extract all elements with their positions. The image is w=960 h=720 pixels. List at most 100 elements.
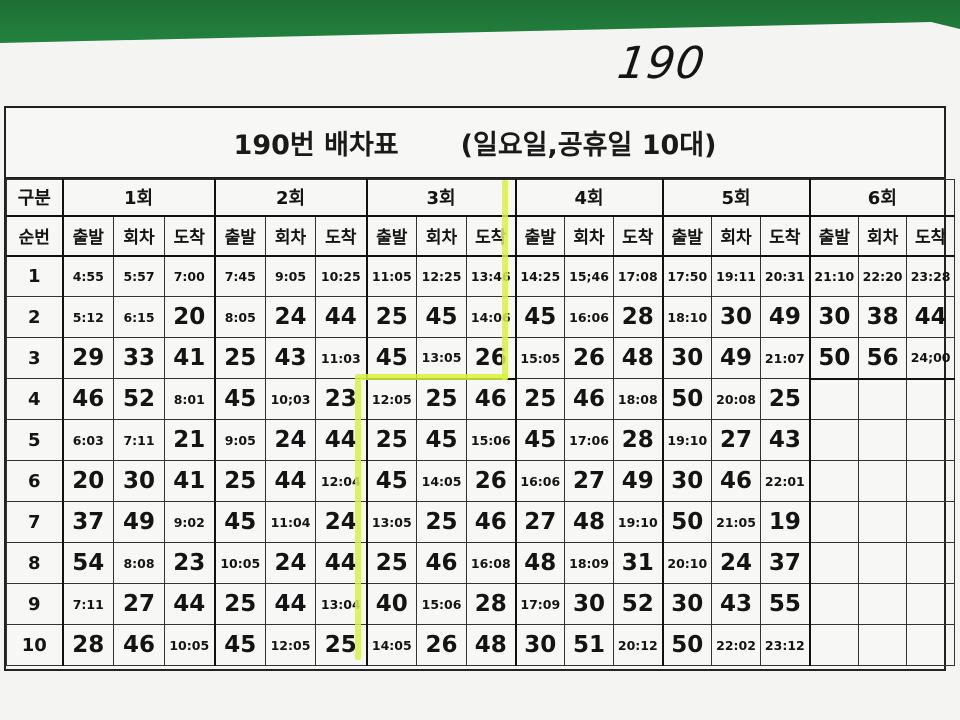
time-cell: 26 — [564, 337, 615, 379]
title-main: 190번 배차표 — [233, 130, 399, 161]
time-cell: 8:05 — [213, 296, 267, 338]
time-cell: 20 — [163, 296, 216, 338]
time-cell: 15:05 — [514, 337, 566, 379]
time-cell: 30 — [113, 460, 165, 502]
header-sub-label: 회차 — [113, 215, 165, 256]
time-cell: 19:10 — [661, 419, 713, 461]
time-cell: 48 — [564, 501, 615, 543]
header-sub-label: 도착 — [760, 215, 811, 256]
time-cell: 28 — [466, 583, 517, 625]
time-cell: 11:05 — [365, 254, 418, 297]
time-cell: 8:01 — [163, 378, 216, 420]
time-cell: 25 — [213, 460, 267, 502]
time-cell: 22:02 — [711, 624, 762, 666]
time-cell: 45 — [213, 501, 267, 543]
time-cell: 56 — [858, 337, 908, 380]
time-cell: 30 — [661, 337, 713, 379]
time-cell: 28 — [61, 624, 114, 666]
time-cell — [906, 624, 956, 666]
header-corner-bottom: 순번 — [6, 215, 63, 256]
header-round-row: 구분 1회 2회 3회 4회 5회 6회 — [6, 179, 956, 216]
time-cell: 17:08 — [613, 254, 664, 297]
time-cell: 46 — [113, 624, 165, 666]
time-cell: 44 — [163, 583, 216, 625]
time-cell: 17:06 — [564, 419, 615, 461]
time-cell: 46 — [564, 378, 615, 420]
time-cell: 11:03 — [315, 337, 368, 379]
header-sub-label: 회차 — [564, 215, 615, 256]
time-cell — [808, 501, 860, 543]
time-cell: 10:05 — [163, 624, 216, 666]
time-cell: 43 — [711, 583, 762, 625]
time-cell: 46 — [416, 542, 468, 584]
header-sub-label: 회차 — [416, 215, 468, 256]
row-index: 10 — [6, 624, 63, 666]
time-cell: 45 — [416, 296, 468, 338]
time-cell: 20 — [61, 460, 114, 502]
header-round-3: 3회 — [365, 179, 517, 216]
time-cell: 25 — [416, 378, 468, 420]
header-sub-row: 순번 출발 회차 도착 출발 회차 도착 출발 회차 도착 출발 회차 도착 출발 회차 도착 출발 회차 도착 — [6, 215, 956, 256]
time-cell: 25 — [365, 542, 418, 584]
time-cell: 40 — [365, 583, 418, 625]
time-cell: 14:25 — [514, 254, 566, 297]
time-cell: 21:07 — [760, 337, 811, 379]
time-cell: 15:06 — [466, 419, 517, 461]
time-cell: 11:04 — [265, 501, 317, 543]
header-sub-label: 출발 — [808, 215, 860, 256]
handwritten-route-number: 190 — [614, 38, 709, 89]
time-cell: 45 — [213, 624, 267, 666]
time-cell: 48 — [514, 542, 566, 584]
row-index: 1 — [6, 254, 63, 297]
table-row: 6 20 30 41 25 44 12:04 45 14:05 26 16:06 27 49 30 46 22… — [6, 460, 956, 502]
time-cell: 44 — [265, 460, 317, 502]
time-cell: 27 — [514, 501, 566, 543]
time-cell: 37 — [61, 501, 114, 543]
row-index: 6 — [6, 460, 63, 502]
time-cell: 24 — [265, 296, 317, 338]
time-cell: 46 — [61, 378, 114, 420]
time-cell: 8:08 — [113, 542, 165, 584]
time-cell: 37 — [760, 542, 811, 584]
time-cell: 54 — [61, 542, 114, 584]
time-cell: 23:12 — [760, 624, 811, 666]
time-cell: 24 — [265, 542, 317, 584]
time-cell: 12:05 — [265, 624, 317, 666]
time-cell: 28 — [613, 419, 664, 461]
time-cell: 50 — [808, 337, 860, 380]
table-row: 4 46 52 8:01 45 10;03 23 12:05 25 46 25 46 18:08 50 20… — [6, 378, 956, 420]
header-sub-label: 도착 — [613, 215, 664, 256]
header-sub-label: 출발 — [365, 215, 418, 256]
time-cell: 44 — [906, 296, 956, 338]
time-cell: 16:06 — [564, 296, 615, 338]
time-cell: 23:28 — [906, 254, 956, 297]
header-sub-label: 도착 — [906, 215, 956, 256]
time-cell: 38 — [858, 296, 908, 338]
table-row: 2 5:12 6:15 20 8:05 24 44 25 45 14:06 45 16:06 28 18:… — [6, 296, 956, 338]
time-cell: 30 — [661, 460, 713, 502]
time-cell: 25 — [213, 337, 267, 379]
time-cell: 9:05 — [265, 254, 317, 297]
time-cell: 20:12 — [613, 624, 664, 666]
time-cell: 5:57 — [113, 254, 165, 297]
time-cell: 15;46 — [564, 254, 615, 297]
row-index: 4 — [6, 378, 63, 420]
time-cell: 20:31 — [760, 254, 811, 297]
row-index: 9 — [6, 583, 63, 625]
time-cell: 41 — [163, 460, 216, 502]
time-cell: 55 — [760, 583, 811, 625]
time-cell: 50 — [661, 501, 713, 543]
time-cell: 24 — [265, 419, 317, 461]
time-cell: 7:11 — [61, 583, 114, 625]
time-cell: 21:05 — [711, 501, 762, 543]
time-cell: 10;03 — [265, 378, 317, 420]
time-cell: 10:05 — [213, 542, 267, 584]
time-cell: 24;00 — [906, 337, 956, 380]
time-cell: 6:15 — [113, 296, 165, 338]
time-cell: 14:05 — [365, 624, 418, 666]
time-cell: 50 — [661, 378, 713, 420]
header-sub-label: 출발 — [514, 215, 566, 256]
time-cell: 12:25 — [416, 254, 468, 297]
time-cell — [906, 542, 956, 584]
time-cell: 13:05 — [365, 501, 418, 543]
